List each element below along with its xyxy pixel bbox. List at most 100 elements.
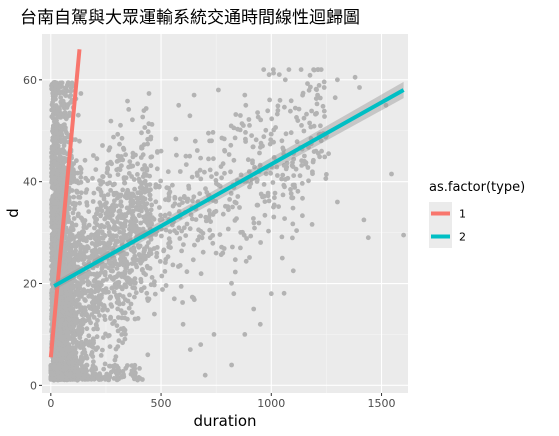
data-point: [77, 332, 83, 337]
data-point: [174, 230, 180, 236]
data-point: [257, 321, 263, 327]
data-point: [190, 198, 195, 204]
legend-label-2: 2: [459, 231, 466, 244]
data-point: [297, 173, 303, 179]
data-point: [67, 94, 73, 99]
data-point: [275, 108, 281, 113]
data-point: [250, 144, 256, 150]
data-point: [139, 145, 144, 151]
data-point: [51, 185, 57, 191]
data-point: [60, 271, 66, 277]
data-point: [252, 164, 257, 170]
data-point: [53, 179, 59, 185]
data-point: [157, 259, 163, 264]
data-point: [294, 228, 299, 234]
data-point: [78, 280, 84, 286]
data-point: [320, 103, 326, 109]
data-point: [107, 173, 113, 179]
data-point: [100, 347, 105, 353]
data-point: [290, 195, 296, 201]
data-point: [178, 284, 184, 289]
data-point: [197, 191, 203, 197]
data-point: [233, 200, 239, 206]
data-point: [112, 242, 118, 248]
data-point: [132, 316, 138, 322]
data-point: [120, 340, 125, 346]
data-point: [222, 147, 227, 153]
data-point: [99, 229, 105, 235]
data-point: [266, 228, 271, 234]
y-axis: 0 20 40 60: [23, 74, 42, 392]
data-point: [198, 176, 204, 182]
data-point: [197, 167, 203, 173]
data-point: [222, 170, 227, 176]
data-point: [243, 258, 249, 264]
data-point: [322, 114, 327, 119]
data-point: [66, 301, 72, 307]
data-point: [249, 133, 255, 139]
data-point: [63, 301, 68, 307]
data-point: [180, 321, 186, 327]
data-point: [70, 340, 76, 346]
data-point: [53, 96, 58, 102]
data-point: [230, 204, 235, 210]
data-point: [172, 194, 178, 200]
data-point: [200, 230, 206, 236]
data-point: [146, 296, 152, 302]
data-point: [110, 212, 115, 218]
data-point: [55, 188, 61, 194]
data-point: [116, 338, 122, 344]
data-point: [80, 343, 86, 349]
data-point: [198, 342, 204, 347]
data-point: [100, 307, 105, 312]
data-point: [117, 141, 122, 147]
data-point: [101, 245, 107, 251]
data-point: [72, 240, 78, 246]
data-point: [271, 155, 277, 160]
data-point: [110, 218, 115, 224]
data-point: [56, 90, 62, 96]
data-point: [213, 199, 219, 204]
data-point: [299, 181, 305, 186]
data-point: [401, 232, 406, 238]
data-point: [58, 201, 64, 207]
data-point: [170, 222, 175, 228]
data-point: [217, 183, 223, 189]
data-point: [130, 154, 136, 160]
data-point: [78, 190, 84, 196]
data-point: [137, 366, 142, 371]
data-point: [52, 231, 57, 237]
data-point: [59, 335, 65, 341]
data-point: [49, 376, 55, 382]
data-point: [180, 300, 186, 305]
data-point: [142, 189, 148, 195]
data-point: [53, 130, 59, 136]
data-point: [57, 83, 63, 89]
data-point: [321, 85, 327, 90]
data-point: [248, 233, 254, 239]
data-point: [94, 156, 100, 162]
data-point: [77, 256, 83, 261]
data-point: [128, 199, 134, 205]
data-point: [210, 233, 216, 238]
data-point: [136, 244, 142, 250]
data-point: [235, 194, 241, 199]
y-tick-label: 0: [30, 379, 37, 392]
data-point: [119, 332, 125, 337]
data-point: [147, 196, 153, 202]
data-point: [94, 282, 99, 287]
data-point: [108, 314, 113, 320]
data-point: [50, 256, 55, 262]
data-point: [122, 180, 127, 186]
data-point: [232, 257, 238, 263]
data-point: [113, 203, 119, 209]
data-point: [310, 171, 315, 177]
data-point: [177, 169, 183, 174]
data-point: [280, 145, 286, 151]
data-point: [318, 123, 323, 129]
data-point: [95, 318, 100, 323]
data-point: [129, 368, 135, 374]
data-point: [115, 131, 121, 137]
data-point: [290, 268, 296, 274]
data-point: [138, 191, 144, 196]
